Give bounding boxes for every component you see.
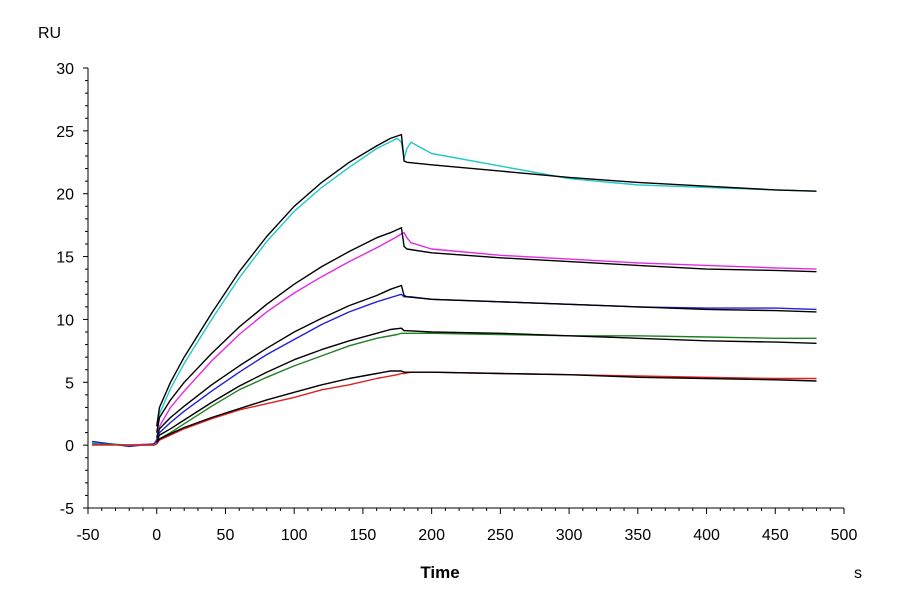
x-tick-label: 350 — [624, 527, 651, 544]
y-tick-label: 30 — [56, 61, 74, 78]
series-line-2 — [92, 293, 817, 448]
x-tick-label: 100 — [281, 527, 308, 544]
x-ticks: -50 0 50 100 150 200 250 300 350 400 450 500 — [76, 508, 857, 544]
x-tick-label: 50 — [217, 527, 235, 544]
x-tick-label: -50 — [76, 527, 99, 544]
y-tick-label: 5 — [65, 375, 74, 392]
series-line-9 — [156, 370, 817, 444]
y-tick-label: 25 — [56, 124, 74, 141]
x-tick-label: 250 — [487, 527, 514, 544]
y-ticks: -5 0 5 10 15 20 25 30 — [56, 61, 88, 518]
x-tick-label: 500 — [831, 527, 858, 544]
y-axis-title: RU — [38, 25, 61, 42]
y-tick-label: 10 — [56, 312, 74, 329]
x-tick-label: 150 — [350, 527, 377, 544]
series-line-6 — [156, 226, 817, 433]
series-line-7 — [156, 284, 817, 438]
x-tick-label: 400 — [693, 527, 720, 544]
y-tick-label: 15 — [56, 250, 74, 267]
x-axis-title: Time — [420, 563, 459, 582]
series-line-5 — [156, 133, 817, 427]
y-tick-label: 0 — [65, 438, 74, 455]
y-tick-label: -5 — [60, 501, 74, 518]
series-line-1 — [92, 231, 817, 446]
x-axis-unit: s — [854, 565, 862, 582]
x-tick-label: 0 — [152, 527, 161, 544]
x-tick-label: 300 — [556, 527, 583, 544]
series-line-3 — [92, 332, 817, 446]
series-layer — [92, 133, 817, 448]
x-tick-label: 200 — [418, 527, 445, 544]
y-tick-label: 20 — [56, 187, 74, 204]
series-line-8 — [156, 327, 817, 442]
x-tick-label: 450 — [762, 527, 789, 544]
